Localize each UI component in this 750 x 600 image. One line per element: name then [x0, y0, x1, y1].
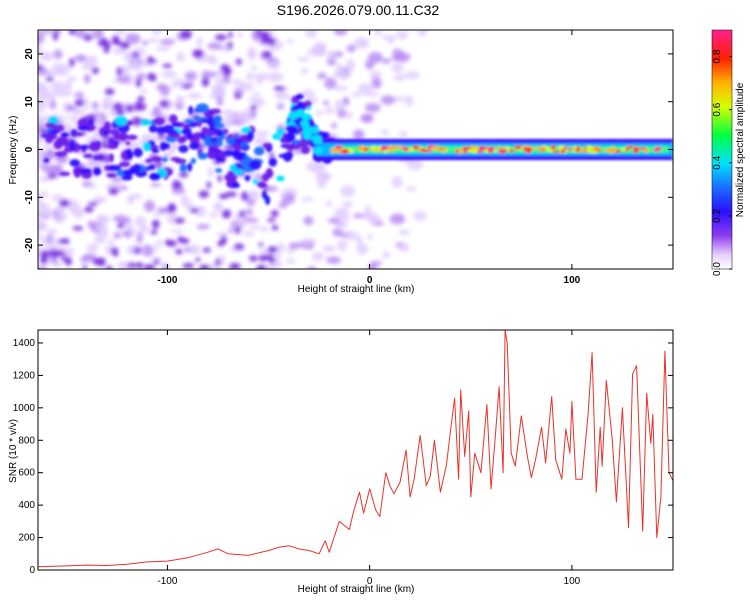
spectrogram-y-tick-label: 10	[24, 96, 35, 108]
snr-y-tick-label: 1200	[13, 370, 36, 381]
snr-y-tick-label: 200	[18, 533, 35, 544]
spectrogram-y-ticks: -20 -10 0 10 20	[24, 48, 673, 252]
colorbar: 0.0 0.2 0.4 0.6 0.8 Normalized spectral ampl…	[711, 29, 746, 276]
colorbar-tick-label: 0.6	[712, 102, 723, 116]
snr-panel: -100 0 100 0 200 400 600 800 1000 1200 1400 Heigh…	[8, 329, 674, 595]
colorbar-tick-label: 0.0	[712, 262, 723, 276]
spectrogram-y-tick-label: 0	[24, 146, 35, 152]
snr-y-tick-label: 400	[18, 500, 35, 511]
spectrogram-x-ticks: -100 0 100	[157, 30, 581, 286]
snr-y-tick-label: 0	[29, 565, 35, 576]
spectrogram-x-tick-label: 100	[564, 275, 581, 286]
colorbar-tick-label: 0.2	[712, 209, 723, 223]
spectrogram-x-label: Height of straight line (km)	[298, 284, 415, 295]
spectrogram-y-label: Frequency (Hz)	[8, 116, 19, 185]
snr-y-tick-label: 1400	[13, 338, 36, 349]
spectrogram-band	[285, 101, 673, 161]
snr-x-label: Height of straight line (km)	[298, 584, 415, 595]
snr-series-line	[38, 330, 673, 568]
snr-y-tick-label: 1000	[13, 403, 36, 414]
snr-x-tick-label: 100	[564, 576, 581, 587]
snr-frame	[37, 329, 674, 571]
spectrogram-x-tick-label: 0	[367, 275, 373, 286]
colorbar-tick-label: 0.4	[712, 155, 723, 169]
snr-x-ticks: -100 0 100	[157, 330, 581, 587]
snr-x-tick-label: 0	[367, 576, 373, 587]
colorbar-tick-label: 0.8	[712, 49, 723, 63]
spectrogram-heatmap	[38, 30, 673, 269]
snr-plot-area	[38, 330, 673, 570]
spectrogram-x-tick-label: -100	[157, 275, 177, 286]
colorbar-gradient	[711, 29, 733, 270]
spectrogram-y-tick-label: -20	[24, 237, 35, 252]
spectrogram-y-tick-label: 20	[24, 48, 35, 60]
snr-y-tick-label: 600	[18, 468, 35, 479]
snr-x-tick-label: -100	[157, 576, 177, 587]
spectrogram-y-tick-label: -10	[24, 190, 35, 205]
colorbar-ticks: 0.0 0.2 0.4 0.6 0.8	[712, 49, 732, 276]
snr-y-tick-label: 800	[18, 435, 35, 446]
snr-y-label: SNR (10 * v/v)	[8, 419, 19, 483]
figure-title: S196.2026.079.00.11.C32	[277, 2, 440, 18]
colorbar-label: Normalized spectral amplitude	[735, 82, 746, 217]
snr-y-ticks: 0 200 400 600 800 1000 1200 1400	[13, 338, 673, 576]
